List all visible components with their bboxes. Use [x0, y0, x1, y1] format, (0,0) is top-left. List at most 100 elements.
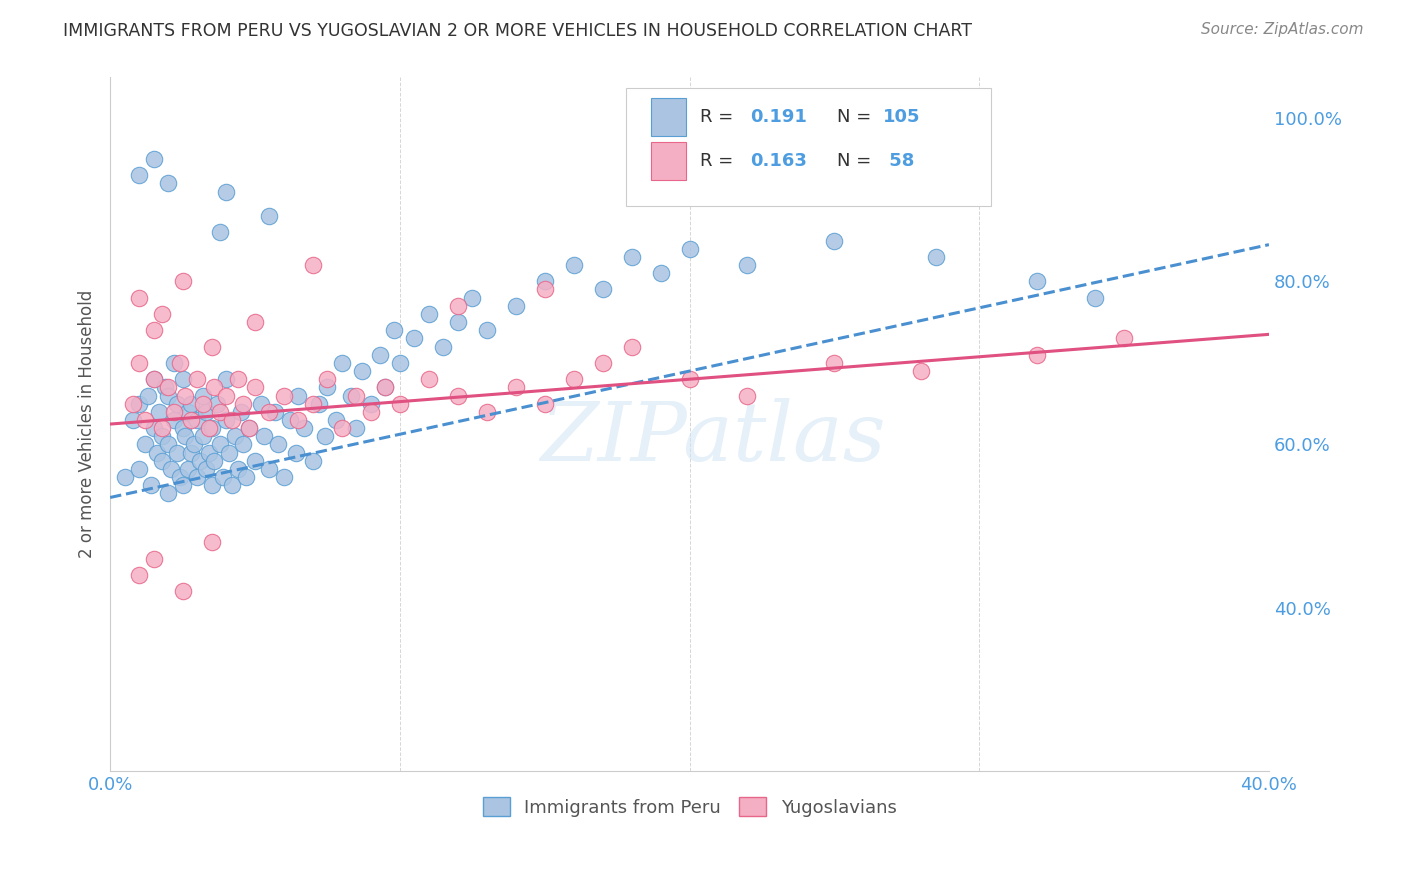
Point	[136, 388, 159, 402]
Point	[505, 380, 527, 394]
Point	[163, 405, 186, 419]
Point	[620, 250, 643, 264]
Point	[533, 274, 555, 288]
Point	[209, 226, 232, 240]
Point	[823, 234, 845, 248]
Point	[226, 372, 249, 386]
Point	[150, 421, 173, 435]
Point	[122, 413, 145, 427]
Point	[273, 388, 295, 402]
Text: IMMIGRANTS FROM PERU VS YUGOSLAVIAN 2 OR MORE VEHICLES IN HOUSEHOLD CORRELATION : IMMIGRANTS FROM PERU VS YUGOSLAVIAN 2 OR…	[63, 22, 973, 40]
Point	[235, 470, 257, 484]
Point	[432, 340, 454, 354]
Text: Source: ZipAtlas.com: Source: ZipAtlas.com	[1201, 22, 1364, 37]
Point	[232, 397, 254, 411]
Point	[243, 380, 266, 394]
Point	[122, 397, 145, 411]
Point	[925, 250, 948, 264]
Text: N =: N =	[837, 152, 877, 169]
Point	[592, 283, 614, 297]
Point	[278, 413, 301, 427]
Point	[183, 437, 205, 451]
Text: R =: R =	[700, 108, 740, 126]
Point	[169, 356, 191, 370]
Point	[145, 445, 167, 459]
Point	[169, 470, 191, 484]
Point	[139, 478, 162, 492]
Point	[330, 421, 353, 435]
Point	[150, 454, 173, 468]
Point	[447, 388, 470, 402]
Point	[1112, 331, 1135, 345]
Point	[163, 356, 186, 370]
Point	[221, 478, 243, 492]
Point	[238, 421, 260, 435]
Point	[142, 152, 165, 166]
Point	[404, 331, 426, 345]
Point	[114, 470, 136, 484]
Point	[238, 421, 260, 435]
Point	[287, 413, 309, 427]
FancyBboxPatch shape	[626, 87, 991, 206]
Point	[209, 405, 232, 419]
Point	[388, 356, 411, 370]
Point	[150, 307, 173, 321]
Point	[243, 315, 266, 329]
Point	[218, 445, 240, 459]
Point	[360, 405, 382, 419]
Point	[180, 413, 202, 427]
Point	[339, 388, 361, 402]
Legend: Immigrants from Peru, Yugoslavians: Immigrants from Peru, Yugoslavians	[475, 790, 904, 824]
Point	[186, 372, 208, 386]
Point	[330, 356, 353, 370]
Point	[160, 462, 183, 476]
Point	[382, 323, 405, 337]
Point	[172, 274, 194, 288]
Point	[249, 397, 271, 411]
Point	[207, 397, 229, 411]
Point	[166, 445, 188, 459]
Point	[200, 535, 222, 549]
Point	[287, 388, 309, 402]
Point	[194, 405, 217, 419]
Point	[191, 388, 214, 402]
Point	[226, 462, 249, 476]
Point	[128, 356, 150, 370]
Point	[325, 413, 347, 427]
Point	[302, 258, 325, 272]
Point	[368, 348, 391, 362]
Point	[204, 454, 226, 468]
Point	[267, 437, 290, 451]
Point	[186, 413, 208, 427]
Point	[447, 299, 470, 313]
Point	[221, 413, 243, 427]
Point	[259, 405, 281, 419]
Bar	[651, 142, 686, 179]
Point	[475, 323, 498, 337]
Point	[259, 462, 281, 476]
Point	[128, 568, 150, 582]
Point	[737, 388, 759, 402]
Point	[215, 413, 238, 427]
Point	[180, 445, 202, 459]
Point	[447, 315, 470, 329]
Text: 58: 58	[883, 152, 914, 169]
Text: 0.163: 0.163	[749, 152, 807, 169]
Point	[360, 397, 382, 411]
Point	[1026, 274, 1049, 288]
Point	[418, 372, 440, 386]
Point	[292, 421, 315, 435]
Point	[163, 413, 186, 427]
Point	[302, 454, 325, 468]
Point	[142, 372, 165, 386]
Point	[302, 397, 325, 411]
Point	[344, 421, 367, 435]
Text: ZIPatlas: ZIPatlas	[540, 398, 886, 478]
Point	[215, 185, 238, 199]
Point	[212, 470, 235, 484]
Point	[200, 421, 222, 435]
Point	[153, 380, 176, 394]
Point	[475, 405, 498, 419]
Point	[243, 454, 266, 468]
Point	[172, 372, 194, 386]
